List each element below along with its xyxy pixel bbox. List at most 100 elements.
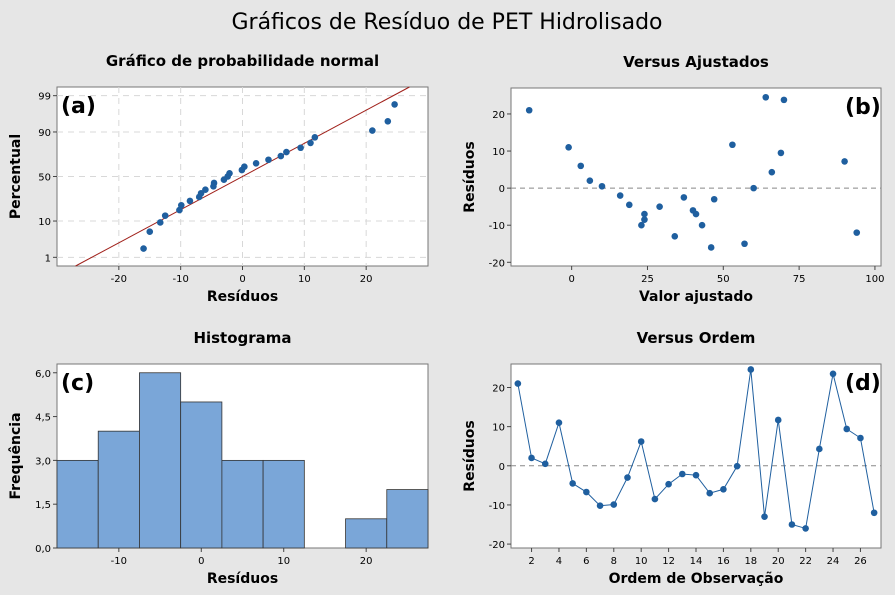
data-point [277, 152, 285, 160]
y-tick-label: -10 [489, 501, 505, 512]
data-point [391, 101, 398, 108]
y-tick-label: 3,0 [35, 456, 51, 467]
panel-b: Versus Ajustados Valor ajustado Resíduos (b… [462, 53, 884, 305]
x-tick-label: -10 [172, 274, 188, 285]
histogram-bar [97, 430, 140, 549]
data-point [802, 525, 809, 532]
data-point [307, 139, 314, 147]
data-point [525, 106, 533, 114]
data-point [596, 502, 604, 510]
data-point [706, 489, 714, 497]
y-tick-label: -20 [489, 258, 505, 269]
data-point [841, 158, 848, 165]
x-tick-label: 24 [827, 556, 840, 567]
data-point [761, 513, 768, 520]
data-point [226, 169, 233, 177]
y-tick-label: -20 [489, 540, 505, 551]
panel-tag-d: (d) [845, 371, 881, 396]
data-point [678, 470, 686, 478]
data-point [265, 156, 272, 164]
data-point [140, 245, 147, 252]
data-point [252, 159, 260, 167]
data-point [747, 366, 755, 373]
data-point [514, 380, 522, 387]
data-point [146, 228, 154, 236]
panel-title-d: Versus Ordem [637, 329, 756, 347]
data-point [777, 149, 785, 157]
histogram-bar [262, 459, 305, 549]
data-point [816, 445, 823, 453]
y-tick-label: 0 [499, 184, 505, 195]
data-point [369, 127, 376, 134]
histogram-bar [386, 489, 429, 549]
y-tick-label: 20 [492, 383, 505, 394]
x-axis-label-c: Resíduos [207, 571, 278, 587]
data-point [692, 210, 700, 218]
data-point [637, 438, 645, 445]
y-axis-label-d: Resíduos [462, 420, 478, 491]
x-tick-label: 16 [717, 556, 730, 567]
data-point [720, 485, 727, 493]
x-axis-label-b: Valor ajustado [639, 289, 753, 305]
data-point [692, 471, 700, 479]
data-point [671, 233, 679, 240]
data-point [384, 117, 392, 125]
data-point [598, 182, 606, 190]
data-point [680, 194, 688, 201]
data-point [698, 221, 706, 229]
data-point [729, 141, 736, 149]
x-tick-label: 10 [298, 274, 311, 285]
data-point [616, 192, 624, 199]
data-point [665, 480, 672, 488]
x-tick-label: 2 [528, 556, 534, 567]
y-axis-label-c: Frequência [8, 412, 24, 499]
y-tick-label: 0,0 [35, 544, 51, 555]
data-point [625, 201, 633, 209]
x-tick-label: 20 [772, 556, 785, 567]
data-point [528, 454, 535, 462]
x-tick-label: 12 [662, 556, 675, 567]
x-tick-label: 8 [611, 556, 617, 567]
data-point [624, 474, 631, 481]
data-point [762, 93, 770, 101]
y-tick-label: 0 [499, 462, 505, 473]
data-point [161, 212, 169, 219]
y-tick-label: 90 [38, 128, 51, 139]
data-point [177, 201, 185, 209]
x-tick-label: 25 [641, 274, 654, 285]
panel-d: Versus Ordem Ordem de Observação Resíduos (… [462, 329, 882, 587]
x-tick-label: 75 [793, 274, 806, 285]
plot-area-b [510, 87, 882, 267]
data-point [656, 203, 663, 210]
y-axis-label-b: Resíduos [462, 141, 478, 212]
data-point [156, 219, 164, 226]
data-point [870, 509, 878, 517]
panel-tag-c: (c) [61, 371, 94, 396]
data-point [577, 162, 585, 170]
data-point [651, 495, 659, 503]
data-point [241, 163, 248, 171]
data-point [565, 144, 572, 151]
data-point [283, 148, 290, 156]
panel-title-a: Gráfico de probabilidade normal [106, 52, 379, 70]
data-point [641, 210, 648, 218]
y-tick-label: 10 [38, 217, 51, 228]
data-point [774, 416, 782, 424]
y-tick-label: 20 [492, 110, 505, 121]
x-tick-label: 20 [360, 556, 373, 567]
normal-fit-line [75, 86, 410, 267]
data-point [788, 521, 796, 528]
data-point [555, 419, 563, 427]
data-point [768, 168, 776, 176]
y-tick-label: -10 [489, 221, 505, 232]
histogram-bar [345, 518, 388, 549]
histogram-bar [139, 372, 182, 549]
data-point [311, 134, 319, 141]
x-tick-label: 10 [635, 556, 648, 567]
data-point [210, 179, 218, 187]
panel-a: Gráfico de probabilidade normal Resíduos P… [8, 52, 429, 305]
data-point [750, 184, 757, 192]
x-tick-label: 18 [744, 556, 757, 567]
panel-tag-b: (b) [845, 95, 881, 120]
y-tick-label: 1,5 [35, 500, 51, 511]
